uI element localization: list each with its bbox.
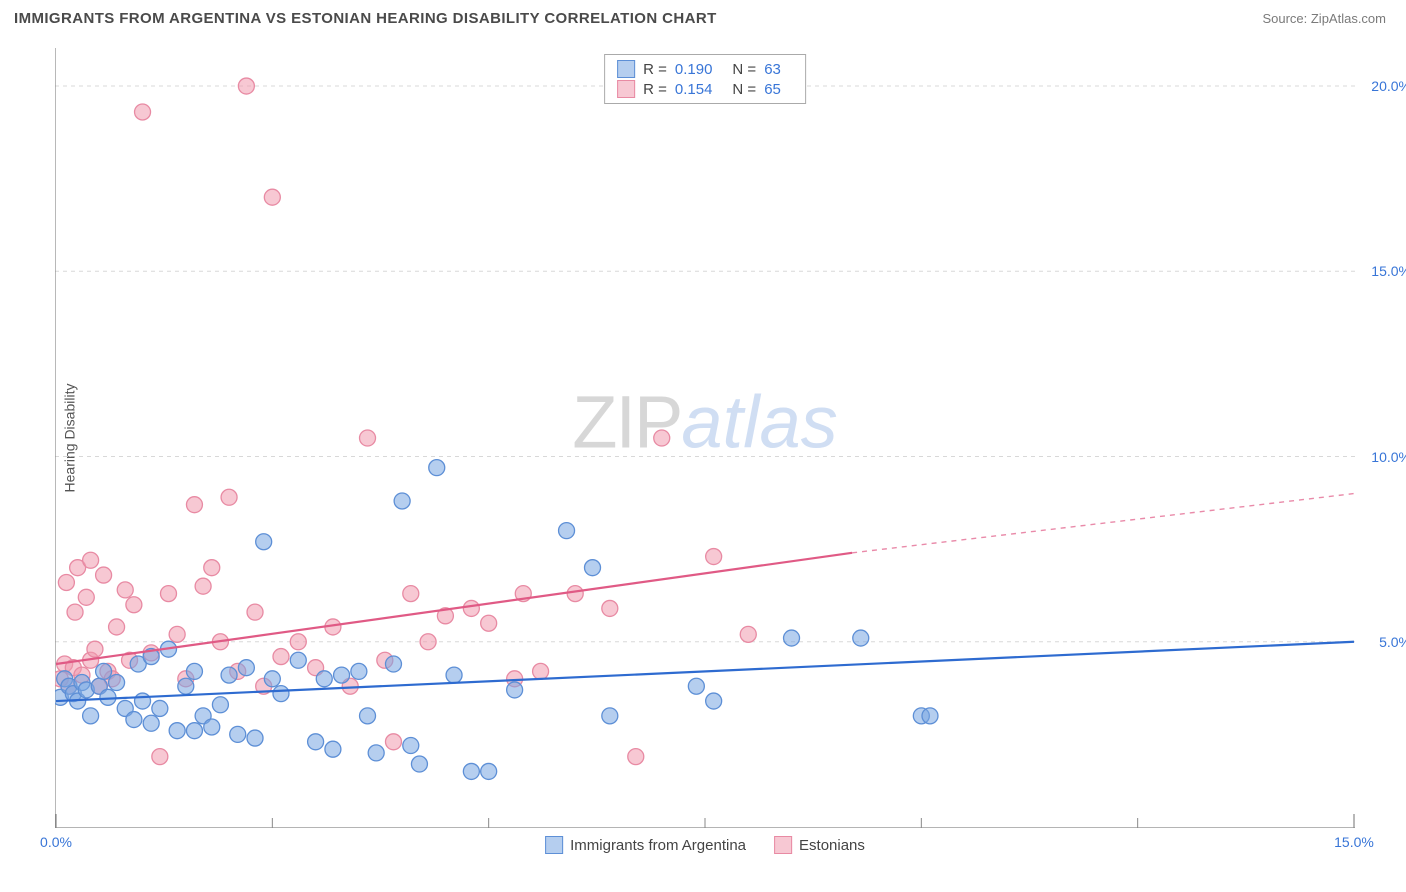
y-tick-label: 20.0% (1371, 78, 1406, 94)
y-axis-label: Hearing Disability (61, 384, 77, 493)
x-tick-label: 0.0% (40, 834, 72, 850)
correlation-legend: R = 0.190 N = 63 R = 0.154 N = 65 (604, 54, 806, 104)
legend-swatch-pink (774, 836, 792, 854)
n-label: N = (732, 61, 756, 78)
y-tick-label: 15.0% (1371, 263, 1406, 279)
y-tick-label: 10.0% (1371, 449, 1406, 465)
scatter-plot-svg (55, 48, 1355, 828)
r-label: R = (643, 81, 667, 98)
legend-swatch-blue (545, 836, 563, 854)
source-value: ZipAtlas.com (1311, 11, 1386, 26)
chart-title: IMMIGRANTS FROM ARGENTINA VS ESTONIAN HE… (14, 10, 717, 27)
legend-label-pink: Estonians (799, 837, 865, 854)
chart-header: IMMIGRANTS FROM ARGENTINA VS ESTONIAN HE… (0, 0, 1406, 35)
legend-label-blue: Immigrants from Argentina (570, 837, 746, 854)
r-label: R = (643, 61, 667, 78)
n-value-blue: 63 (764, 61, 781, 78)
legend-item-blue: Immigrants from Argentina (545, 836, 746, 854)
n-value-pink: 65 (764, 81, 781, 98)
legend-row-pink: R = 0.154 N = 65 (617, 79, 793, 99)
source-label: Source: (1262, 11, 1310, 26)
legend-swatch-blue (617, 60, 635, 78)
legend-row-blue: R = 0.190 N = 63 (617, 59, 793, 79)
legend-swatch-pink (617, 80, 635, 98)
legend-item-pink: Estonians (774, 836, 865, 854)
chart-area: ZIPatlas Hearing Disability R = 0.190 N … (55, 48, 1355, 828)
n-label: N = (732, 81, 756, 98)
r-value-pink: 0.154 (675, 81, 713, 98)
x-tick-label: 15.0% (1334, 834, 1374, 850)
y-tick-label: 5.0% (1379, 634, 1406, 650)
series-legend: Immigrants from Argentina Estonians (545, 836, 865, 854)
r-value-blue: 0.190 (675, 61, 713, 78)
source-attribution: Source: ZipAtlas.com (1262, 11, 1386, 26)
